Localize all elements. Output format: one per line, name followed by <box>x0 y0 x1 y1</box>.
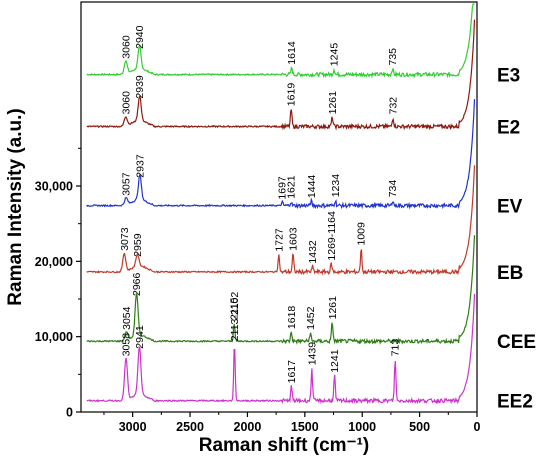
peak-label: 1444 <box>306 175 318 199</box>
y-tick-label: 20,000 <box>35 255 73 269</box>
peak-label: 2959 <box>132 233 144 257</box>
peak-label: 1432 <box>307 240 319 264</box>
series-line-eb <box>86 165 476 276</box>
peak-label: 2941 <box>134 325 146 349</box>
peak-label: 2940 <box>134 25 146 49</box>
x-axis-title: Raman shift (cm⁻¹) <box>199 435 370 456</box>
series-label-e3: E3 <box>497 66 520 87</box>
peak-label: 2115 <box>229 297 241 320</box>
tick-layer: 3000 2500 2000 1500 1000 500 0 0 10,000 20,000 30,… <box>35 147 481 434</box>
peak-label: 2113-2102 <box>229 292 241 342</box>
x-tick-label: 1500 <box>291 420 319 434</box>
series-label-ee2: EE2 <box>497 392 533 413</box>
series-label-eb: EB <box>497 263 523 284</box>
x-tick-label: 2500 <box>176 420 204 434</box>
peak-label: 3060 <box>120 91 132 115</box>
peak-label: 3073 <box>119 227 131 251</box>
peak-label: 1618 <box>286 306 298 330</box>
peak-label: 1617 <box>286 360 298 384</box>
peak-label: 2966 <box>131 272 143 296</box>
x-tick-label: 1000 <box>348 420 376 434</box>
peak-label: 1261 <box>327 91 339 115</box>
series-label-ev: EV <box>497 197 523 218</box>
peak-label: 3060 <box>120 35 132 59</box>
peak-label: 1009 <box>356 222 368 246</box>
peak-label: 1727 <box>273 228 285 252</box>
peak-label: 1245 <box>329 43 341 67</box>
peak-label: 3058 <box>121 333 133 357</box>
peak-label: 1452 <box>305 306 317 330</box>
peak-label: 713 <box>390 339 402 357</box>
peak-label: 1234 <box>330 174 342 198</box>
y-axis-title: Raman Intensity (a.u.) <box>5 108 26 305</box>
series-line-e2 <box>86 19 476 131</box>
peak-label: 1621 <box>285 175 297 199</box>
series-label-layer: E3 E2 EV EB CEE EE2 <box>497 66 536 413</box>
peak-label: 1603 <box>288 227 300 251</box>
x-tick-label: 2000 <box>234 420 262 434</box>
peak-label: 1614 <box>286 41 298 65</box>
peak-label: 732 <box>388 97 400 115</box>
peak-label: 3054 <box>121 306 133 330</box>
x-tick-label: 3000 <box>119 420 147 434</box>
series-label-e2: E2 <box>497 117 520 138</box>
y-tick-label: 30,000 <box>35 180 73 194</box>
peak-label: 2939 <box>134 75 146 99</box>
peak-label: 734 <box>387 180 399 198</box>
spectra-layer <box>86 3 476 405</box>
peak-label: 1619 <box>286 83 298 107</box>
series-line-ee2 <box>86 293 476 405</box>
peak-label: 735 <box>387 48 399 66</box>
peak-label: 3057 <box>121 172 133 196</box>
peak-label: 1269-1164 <box>326 211 338 261</box>
series-line-e3 <box>86 3 475 79</box>
y-tick-label: 10,000 <box>35 330 73 344</box>
series-line-ev <box>86 99 476 210</box>
peak-label: 1261 <box>327 296 339 320</box>
x-tick-label: 0 <box>474 420 481 434</box>
peak-label: 1697 <box>277 176 289 200</box>
peak-label: 1241 <box>329 349 341 373</box>
plot-frame <box>80 1 478 413</box>
x-tick-label: 500 <box>409 420 430 434</box>
peak-label: 2937 <box>134 154 146 178</box>
peak-label: 1439 <box>306 342 318 366</box>
y-tick-label: 0 <box>66 406 73 420</box>
series-label-cee: CEE <box>497 332 536 353</box>
series-line-cee <box>86 235 476 346</box>
